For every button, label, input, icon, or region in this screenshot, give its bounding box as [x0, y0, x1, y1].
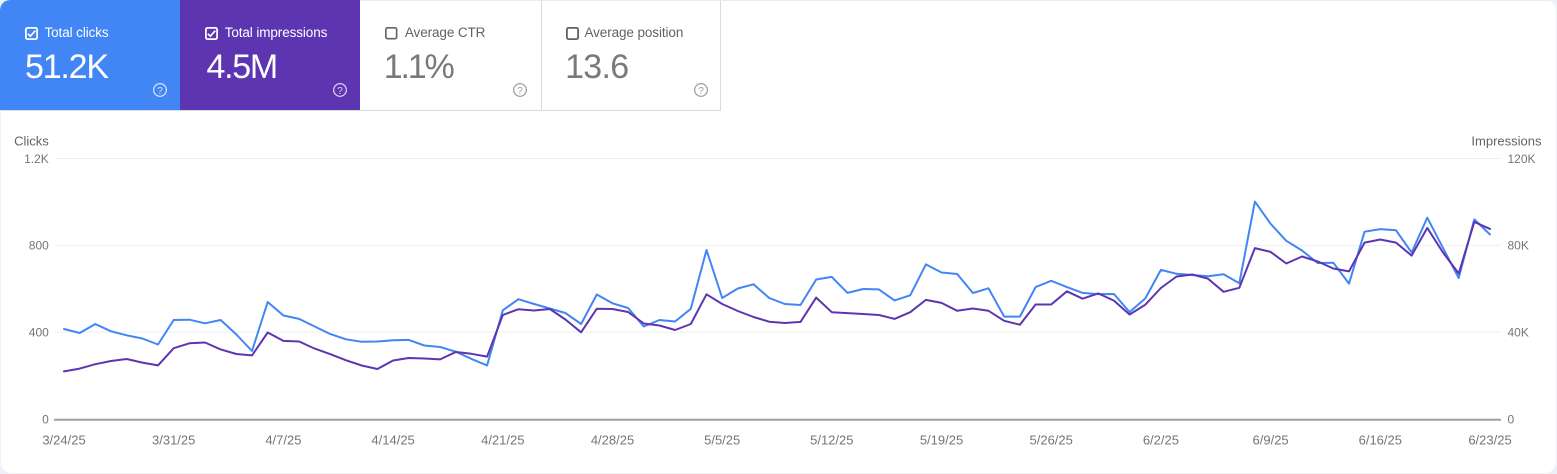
svg-text:5/5/25: 5/5/25	[704, 433, 740, 448]
svg-text:?: ?	[698, 86, 704, 97]
svg-text:1.2K: 1.2K	[24, 152, 49, 166]
svg-text:0: 0	[42, 413, 49, 427]
svg-text:4/28/25: 4/28/25	[591, 433, 634, 448]
svg-text:800: 800	[29, 239, 49, 253]
svg-text:80K: 80K	[1508, 239, 1529, 253]
svg-text:3/24/25: 3/24/25	[42, 433, 85, 448]
svg-text:?: ?	[517, 86, 523, 97]
svg-text:?: ?	[157, 86, 163, 97]
svg-text:4/7/25: 4/7/25	[265, 433, 301, 448]
svg-text:5/26/25: 5/26/25	[1030, 433, 1073, 448]
svg-text:0: 0	[1508, 413, 1515, 427]
svg-text:6/23/25: 6/23/25	[1468, 433, 1511, 448]
svg-text:6/9/25: 6/9/25	[1253, 433, 1289, 448]
svg-text:5/12/25: 5/12/25	[810, 433, 853, 448]
svg-text:6/2/25: 6/2/25	[1143, 433, 1179, 448]
svg-text:4/21/25: 4/21/25	[481, 433, 524, 448]
svg-text:Impressions: Impressions	[1471, 134, 1542, 149]
svg-text:120K: 120K	[1508, 152, 1536, 166]
svg-text:6/16/25: 6/16/25	[1359, 433, 1402, 448]
svg-text:?: ?	[337, 86, 343, 97]
svg-text:Clicks: Clicks	[14, 134, 49, 149]
svg-text:40K: 40K	[1508, 325, 1529, 339]
svg-text:3/31/25: 3/31/25	[152, 433, 195, 448]
svg-text:4/14/25: 4/14/25	[371, 433, 414, 448]
svg-text:5/19/25: 5/19/25	[920, 433, 963, 448]
svg-text:400: 400	[29, 325, 49, 339]
